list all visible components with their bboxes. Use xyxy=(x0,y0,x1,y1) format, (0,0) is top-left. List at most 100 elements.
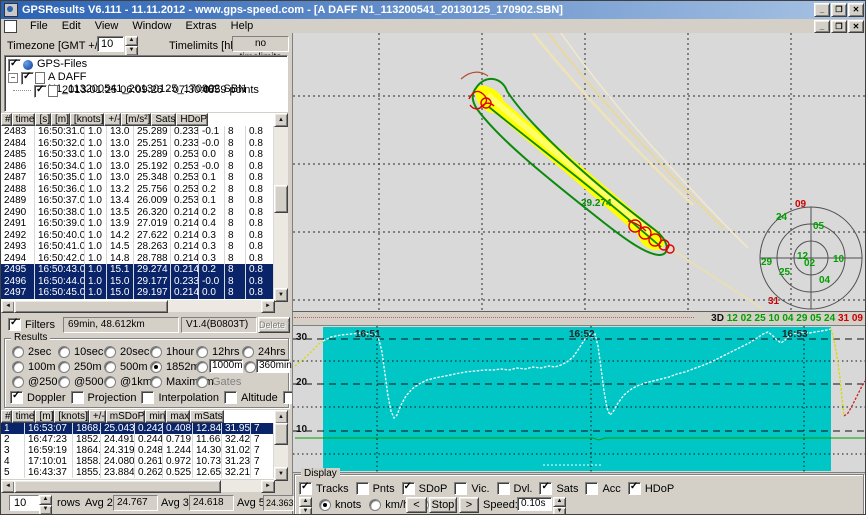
scroll-right-icon[interactable]: ► xyxy=(261,480,275,493)
column-header[interactable]: [knots] xyxy=(54,410,88,423)
spin-down-icon[interactable]: ▼ xyxy=(553,507,566,515)
filter-version-field[interactable]: V1.4(B0803T) xyxy=(181,317,257,333)
timelimits-field[interactable]: no timelimits xyxy=(232,36,289,52)
app-icon[interactable] xyxy=(4,3,18,17)
spin-up-icon[interactable]: ▲ xyxy=(39,495,52,505)
tree-item-session[interactable]: 2013.01.25 06:09:26 - 07:30:07 4859 poin… xyxy=(5,84,287,97)
scroll-left-icon[interactable]: ◄ xyxy=(1,300,15,313)
speed-graph[interactable]: 16:5116:5216:53 302010 xyxy=(292,325,866,473)
scroll-down-icon[interactable]: ▼ xyxy=(274,288,288,302)
table-row[interactable]: 249316:50:41.0001.014.528.2630.2140.380.… xyxy=(1,241,274,253)
display-checkbox[interactable]: Tracks xyxy=(299,482,349,495)
spin-up-icon[interactable]: ▲ xyxy=(299,497,312,507)
table-row[interactable]: 248716:50:35.0001.013.025.3480.2530.180.… xyxy=(1,172,274,184)
offset-spinner[interactable]: ▲ ▼ xyxy=(299,497,312,515)
column-header[interactable]: mSats xyxy=(190,410,223,423)
close-button[interactable]: ✕ xyxy=(848,3,864,17)
table-row[interactable]: 249216:50:40.0001.014.227.6220.2140.380.… xyxy=(1,230,274,242)
points-hscrollbar[interactable]: ◄ ► xyxy=(1,300,274,312)
table-row[interactable]: 249016:50:38.0001.013.526.3200.2140.280.… xyxy=(1,207,274,219)
stop-button[interactable]: Stop xyxy=(429,497,457,513)
table-row[interactable]: 248916:50:37.0001.013.426.0090.2530.180.… xyxy=(1,195,274,207)
column-header[interactable]: +/- xyxy=(104,113,121,126)
table-row[interactable]: 248416:50:32.0001.013.025.2510.233-0.080… xyxy=(1,138,274,150)
table-row[interactable]: 249716:50:45.0001.015.029.1970.2140.080.… xyxy=(1,287,274,299)
custom-distance-radio[interactable] xyxy=(196,361,208,373)
column-header[interactable]: min xyxy=(145,410,166,423)
scroll-thumb[interactable] xyxy=(274,185,288,213)
table-row[interactable]: 249516:50:43.0001.015.129.2740.2140.280.… xyxy=(1,264,274,276)
table-row[interactable]: 316:59:191864.124.3190.2481.24414.30731.… xyxy=(1,445,274,456)
timezone-spinner[interactable]: ▲ ▼ xyxy=(125,36,138,56)
custom-time-radio[interactable] xyxy=(244,361,256,373)
menu-item[interactable]: Extras xyxy=(178,19,223,33)
menu-item[interactable]: Window xyxy=(125,19,178,33)
custom-distance-input[interactable]: 1000m xyxy=(209,359,243,373)
menu-item[interactable]: File xyxy=(23,19,55,33)
table-row[interactable]: 216:47:231852.124.4910.2440.71911.66332.… xyxy=(1,434,274,445)
unit-radio[interactable]: knots xyxy=(319,499,361,511)
scroll-up-icon[interactable]: ▲ xyxy=(274,113,288,127)
table-row[interactable]: 249616:50:44.0001.015.029.1770.233-0.080… xyxy=(1,276,274,288)
table-row[interactable]: 417:10:011858.124.0800.2610.97210.73031.… xyxy=(1,456,274,467)
column-header[interactable]: Sats xyxy=(151,113,176,126)
column-header[interactable]: [m/s²] xyxy=(121,113,151,126)
timezone-input[interactable]: 10 xyxy=(97,36,124,52)
interval-radio[interactable]: 24hrs xyxy=(242,346,288,358)
menu-item[interactable]: Edit xyxy=(55,19,88,33)
display-checkbox[interactable]: Vic. xyxy=(454,482,489,495)
table-row[interactable]: 249416:50:42.0001.014.828.7880.2140.380.… xyxy=(1,253,274,265)
restore-button[interactable]: ❐ xyxy=(831,3,847,17)
spin-down-icon[interactable]: ▼ xyxy=(39,505,52,515)
spin-up-icon[interactable]: ▲ xyxy=(553,497,566,507)
collapse-icon[interactable]: − xyxy=(8,73,18,83)
table-row[interactable]: 249116:50:39.0001.013.927.0190.2140.480.… xyxy=(1,218,274,230)
rows-spinner[interactable]: ▲ ▼ xyxy=(39,495,52,515)
column-header[interactable]: HDoP xyxy=(176,113,208,126)
mode-radio[interactable]: @1km xyxy=(104,376,150,388)
scroll-thumb[interactable] xyxy=(14,300,168,313)
distance-radio[interactable]: 250m xyxy=(58,361,104,373)
display-checkbox[interactable]: Acc xyxy=(585,482,620,495)
scroll-left-icon[interactable]: ◄ xyxy=(1,480,15,493)
tree-item-file[interactable]: − A DAFF N1_113200541_20130125_170902.SB… xyxy=(5,71,287,84)
column-header[interactable]: max xyxy=(166,410,190,423)
step-forward-button[interactable]: > xyxy=(459,497,479,513)
interval-radio[interactable]: 20sec xyxy=(104,346,150,358)
scroll-right-icon[interactable]: ► xyxy=(261,300,275,313)
column-header[interactable]: [m] xyxy=(51,113,70,126)
mode-radio[interactable]: Maximum xyxy=(150,376,196,388)
filters-checkbox[interactable]: Filters xyxy=(8,318,55,331)
distance-radio[interactable]: 100m xyxy=(12,361,58,373)
filter-summary-field[interactable]: 69min, 48.612km xyxy=(63,317,179,333)
display-checkbox[interactable]: SDoP xyxy=(402,482,448,495)
spin-up-icon[interactable]: ▲ xyxy=(125,36,138,46)
mdi-minimize-button[interactable]: _ xyxy=(814,20,830,33)
track-plot[interactable]: 29.274 09240512021029250431 xyxy=(292,33,866,312)
column-header[interactable]: +/- xyxy=(89,410,106,423)
menu-item[interactable]: Help xyxy=(224,19,261,33)
results-vscrollbar[interactable]: ▲ ▼ xyxy=(274,410,288,479)
column-header[interactable]: mSDoP xyxy=(106,410,145,423)
title-bar[interactable]: GPSResults V6.111 - 11.11.2012 - www.gps… xyxy=(1,1,866,19)
interval-radio[interactable]: 2sec xyxy=(12,346,58,358)
delete-trackpoints-button[interactable]: Delete Trackpoint(s) xyxy=(258,317,290,333)
menu-item[interactable]: View xyxy=(88,19,126,33)
column-header[interactable]: # xyxy=(1,113,12,126)
option-checkbox[interactable]: Interpolation xyxy=(141,391,219,404)
rows-count-input[interactable]: 10 xyxy=(9,495,39,511)
distance-radio[interactable]: 1852m xyxy=(150,361,196,373)
column-header[interactable]: time xyxy=(12,410,36,423)
table-row[interactable]: 248616:50:34.0001.013.025.1920.253-0.080… xyxy=(1,161,274,173)
mdi-restore-button[interactable]: ❐ xyxy=(831,20,847,33)
mode-radio[interactable]: @500 xyxy=(58,376,104,388)
scroll-down-icon[interactable]: ▼ xyxy=(274,467,288,481)
mdi-close-button[interactable]: ✕ xyxy=(848,20,864,33)
results-hscrollbar[interactable]: ◄ ► xyxy=(1,480,274,492)
display-checkbox[interactable]: Sats xyxy=(539,482,578,495)
tree-checkbox[interactable] xyxy=(34,85,47,98)
display-checkbox[interactable]: HDoP xyxy=(628,482,674,495)
column-header[interactable]: time xyxy=(12,113,36,126)
column-header[interactable]: # xyxy=(1,410,12,423)
custom-time-input[interactable]: 360min xyxy=(256,359,290,373)
